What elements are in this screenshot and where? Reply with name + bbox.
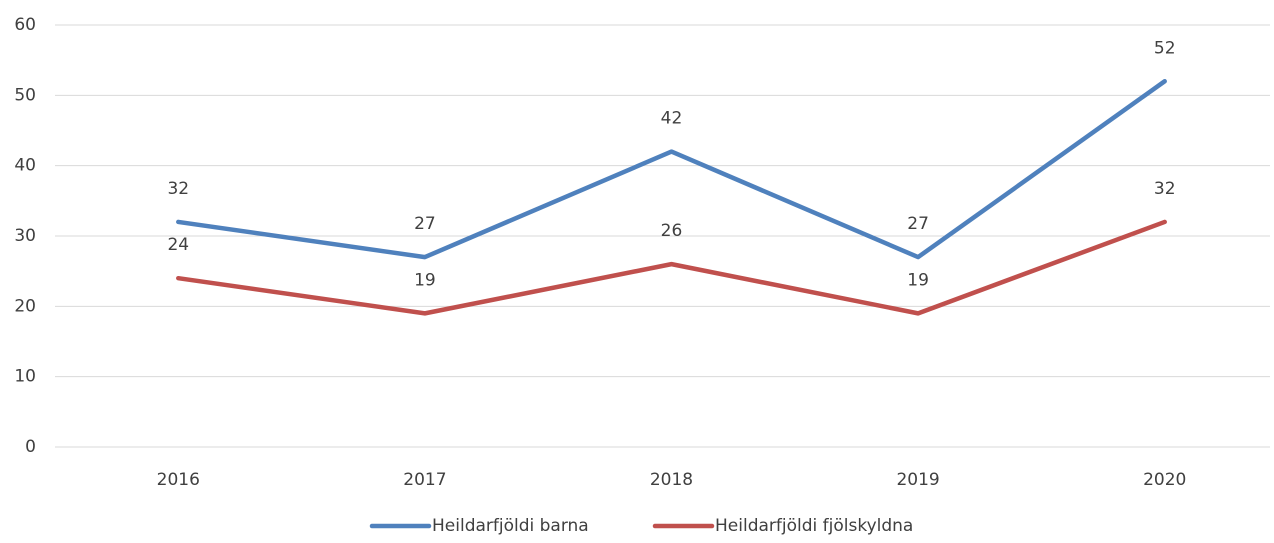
series-line (176, 219, 1167, 316)
data-label: 24 (167, 235, 189, 255)
legend-label: Heildarfjöldi fjölskyldna (715, 516, 913, 536)
data-label: 26 (661, 221, 683, 241)
data-label: 42 (661, 109, 683, 129)
x-tick-label: 2019 (896, 470, 939, 490)
y-tick-label: 50 (14, 85, 36, 105)
data-label: 32 (1154, 179, 1176, 199)
x-tick-label: 2020 (1143, 470, 1186, 490)
legend-label: Heildarfjöldi barna (432, 516, 589, 536)
data-label: 27 (907, 214, 929, 234)
y-tick-label: 40 (14, 156, 36, 176)
data-label: 27 (414, 214, 436, 234)
series-line (176, 79, 1167, 260)
y-tick-label: 10 (14, 367, 36, 387)
y-tick-label: 30 (14, 226, 36, 246)
x-tick-label: 2018 (650, 470, 693, 490)
data-label: 32 (167, 179, 189, 199)
data-label: 19 (907, 270, 929, 290)
y-tick-label: 20 (14, 296, 36, 316)
x-tick-label: 2017 (403, 470, 446, 490)
data-label: 52 (1154, 38, 1176, 58)
y-tick-label: 60 (14, 15, 36, 35)
x-tick-label: 2016 (157, 470, 200, 490)
y-tick-label: 0 (25, 437, 36, 457)
data-label: 19 (414, 270, 436, 290)
